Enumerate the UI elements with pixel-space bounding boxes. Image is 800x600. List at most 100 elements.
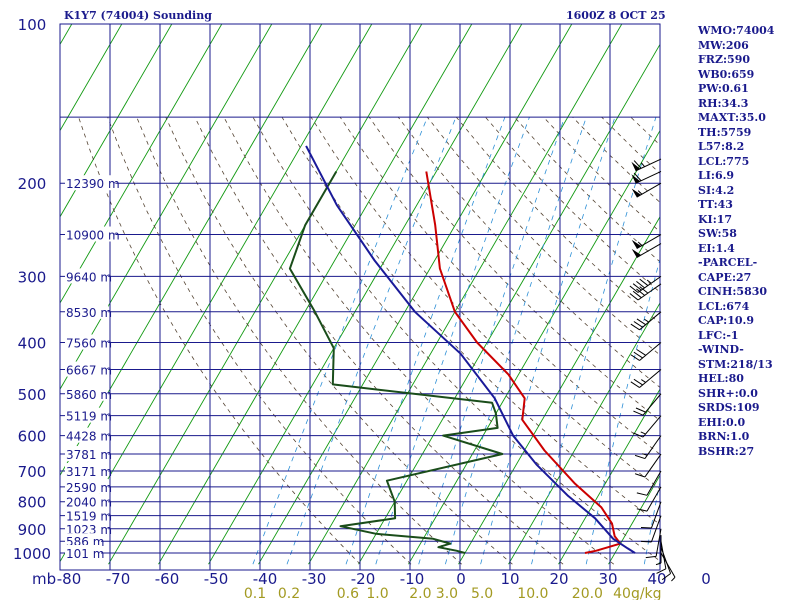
index-row: BSHR:27	[698, 444, 755, 458]
wind-barb	[634, 435, 662, 460]
dry-adiabat	[252, 117, 660, 562]
wind-barb-flag	[630, 354, 640, 361]
wind-barb-half-flag	[640, 431, 646, 435]
mixing-ratio-line	[286, 117, 457, 565]
wind-barb-pennant	[631, 248, 642, 258]
wind-barb-flag	[633, 378, 643, 386]
wind-barb-staff	[650, 515, 662, 543]
wind-barb-flag	[640, 540, 652, 543]
mixing-ratio-label: 3.0	[436, 586, 458, 600]
wind-barb-half-flag	[671, 576, 676, 582]
temperature-tick-label: -70	[106, 570, 131, 588]
wind-barb-staff	[635, 171, 662, 184]
height-label: 8530 m	[66, 306, 112, 320]
wind-barb-staff	[642, 415, 662, 438]
height-label: 101 m	[66, 547, 104, 561]
wind-barb-staff	[637, 275, 662, 293]
index-row: KI:17	[698, 212, 733, 226]
temperature-tick-label: 40	[647, 570, 666, 588]
mixing-ratio-label: 0.2	[278, 586, 300, 600]
wind-barb	[630, 311, 662, 331]
wind-barb-flag	[629, 293, 639, 301]
height-label-bg	[65, 385, 109, 401]
wind-barb-flag	[639, 286, 649, 294]
isotherm-line	[60, 24, 273, 391]
wind-barb	[640, 515, 662, 543]
height-label: 3171 m	[66, 465, 112, 479]
wind-barb	[645, 528, 662, 559]
wind-barb-half-flag	[642, 453, 648, 456]
height-label-bg	[65, 507, 109, 523]
height-label-bg	[65, 520, 109, 536]
wind-barb	[633, 393, 662, 416]
height-label-bg	[65, 533, 101, 549]
height-label: 5860 m	[66, 388, 112, 402]
wind-barb	[636, 470, 662, 496]
wind-barb	[660, 552, 676, 582]
temperature-tick-label: 10	[500, 570, 519, 588]
pressure-tick-label: 200	[18, 175, 47, 193]
height-label-bg	[65, 361, 109, 377]
wind-barb	[631, 171, 662, 184]
height-label: 12390 m	[66, 177, 120, 191]
wind-barb-flag	[634, 473, 646, 478]
index-row: -PARCEL-	[698, 256, 758, 269]
height-label-bg	[65, 478, 109, 494]
height-label-bg	[65, 463, 109, 479]
wind-barb	[631, 158, 662, 172]
dry-adiabat	[107, 117, 412, 565]
mixing-ratio-label: 5.0	[471, 586, 493, 600]
wind-barb-flag	[640, 526, 652, 529]
temperature-tick-label: -40	[253, 570, 278, 588]
indices-panel: WMO:74004 MW:206 FRZ:590 WB0:659 PW:0.61 RH:3…	[698, 24, 798, 459]
wind-barb-flag	[661, 573, 671, 581]
wind-barb-staff	[639, 342, 662, 361]
wind-barb-staff	[637, 283, 662, 301]
index-row: LCL:674	[698, 299, 750, 313]
wind-barb-flag	[636, 492, 648, 496]
index-row: -WIND-	[698, 343, 744, 356]
temperature-tick-label: 0	[701, 570, 711, 588]
height-label-bg	[65, 446, 109, 462]
index-row: FRZ:590	[698, 53, 751, 66]
mixing-ratio-line	[345, 117, 506, 565]
station-title: K1Y7 (74004) Sounding	[64, 9, 212, 22]
wind-barb-staff	[635, 158, 662, 172]
index-row: CINH:5830	[698, 285, 768, 298]
wind-barb-flag	[632, 283, 642, 291]
height-label-bg	[65, 226, 116, 242]
wind-barb-staff	[646, 470, 662, 496]
height-label: 9640 m	[66, 270, 112, 284]
pressure-tick-label: 400	[18, 334, 47, 352]
wind-barb-flag	[639, 278, 649, 286]
height-label: 5119 m	[66, 410, 112, 424]
wind-barb-staff	[639, 311, 662, 331]
isotherm-line	[60, 24, 323, 477]
wind-barb	[640, 501, 662, 529]
wind-barb-half-flag	[644, 318, 650, 323]
mixing-ratio-label: 10.0	[517, 586, 548, 600]
wind-barb-flag	[656, 568, 667, 574]
pressure-tick-label: 600	[18, 428, 47, 446]
mixing-ratio-label: 40g/kg	[613, 586, 661, 600]
wind-barb-flag	[634, 454, 646, 460]
wind-barb-flag	[636, 349, 646, 356]
wind-barb	[636, 486, 662, 512]
wind-barb-flag	[633, 410, 644, 416]
wind-barb	[629, 283, 662, 301]
wind-barb	[631, 234, 662, 249]
height-label-bg	[65, 175, 116, 191]
isotherm-line	[458, 215, 660, 565]
wind-barb-half-flag	[646, 279, 652, 284]
mixing-ratio-label: 2.0	[409, 586, 431, 600]
isotherm-line	[60, 24, 223, 304]
wind-barb-flag	[636, 288, 645, 296]
wind-barb-flag	[636, 281, 645, 289]
isotherm-line	[60, 24, 173, 218]
temperature-tick-label: 20	[549, 570, 568, 588]
isotherm-line	[60, 24, 123, 132]
isotherm-line	[408, 129, 660, 565]
pressure-tick-label: 700	[18, 463, 47, 481]
index-row: CAPE:27	[698, 270, 752, 284]
